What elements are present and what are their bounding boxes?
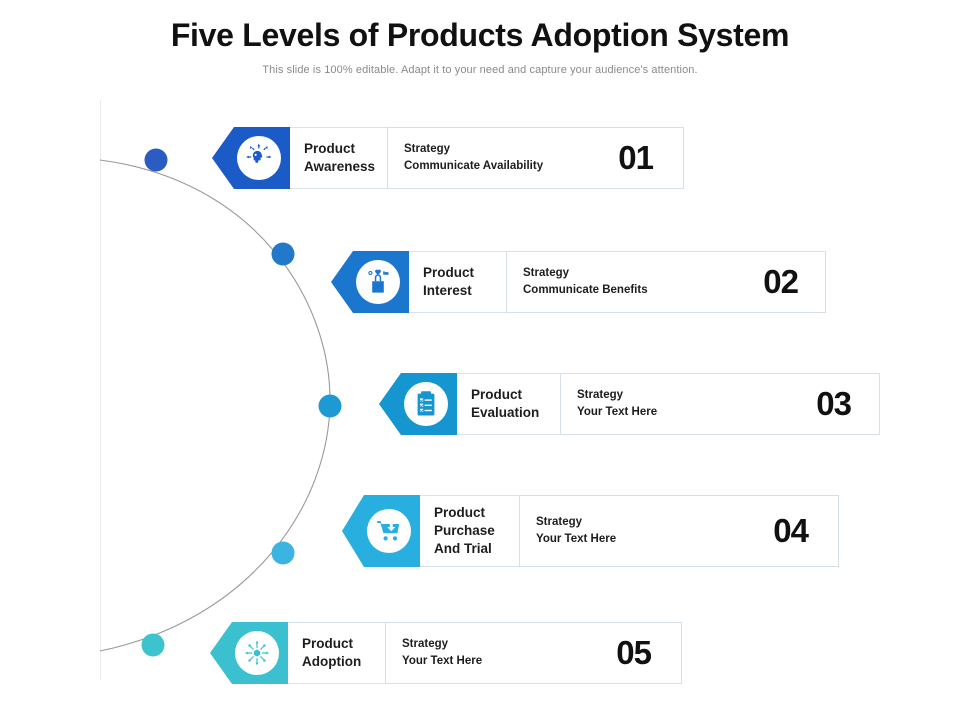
level-icon-badge-1 (212, 127, 290, 189)
arc-dot-5 (141, 633, 165, 657)
level-strategy-box-4: Strategy Your Text Here 04 (519, 495, 839, 567)
strategy-value-4: Your Text Here (536, 533, 617, 545)
page-title: Five Levels of Products Adoption System (170, 17, 790, 53)
left-vertical-rule (100, 100, 101, 680)
level-name-3: Product Evaluation (471, 387, 540, 420)
strategy-text-2: Strategy Communicate Benefits (507, 265, 648, 298)
arc-dot-3 (318, 394, 342, 418)
level-row-4[interactable]: Product Purchase And Trial Strategy Your… (342, 495, 839, 567)
arc-dot-2 (271, 242, 295, 266)
level-row-3[interactable]: Product Evaluation Strategy Your Text He… (379, 373, 880, 435)
strategy-text-4: Strategy Your Text Here (520, 514, 616, 547)
level-number-1: 01 (618, 139, 654, 176)
level-row-1[interactable]: Product Awareness Strategy Communicate A… (212, 127, 684, 189)
slide-header: Five Levels of Products Adoption System … (0, 0, 960, 76)
page-subtitle: This slide is 100% editable. Adapt it to… (262, 64, 698, 77)
strategy-value-3: Your Text Here (577, 406, 658, 418)
level-strategy-box-3: Strategy Your Text Here 03 (560, 373, 880, 435)
shopping-bag-heart-icon (368, 269, 389, 293)
level-row-5[interactable]: Product Adoption Strategy Your Text Here… (210, 622, 682, 684)
level-strategy-box-5: Strategy Your Text Here 05 (385, 622, 682, 684)
strategy-value-2: Communicate Benefits (523, 284, 648, 296)
level-number-5: 05 (616, 634, 652, 671)
strategy-text-3: Strategy Your Text Here (561, 387, 657, 420)
clipboard-checklist-icon (417, 391, 435, 416)
shopping-cart-download-icon (377, 521, 400, 541)
icon-disc-2 (356, 260, 400, 304)
level-name-box-3: Product Evaluation (457, 373, 561, 435)
strategy-label-3: Strategy (577, 389, 624, 402)
strategy-label-4: Strategy (536, 516, 583, 529)
level-name-box-4: Product Purchase And Trial (420, 495, 520, 567)
arc-dot-4 (271, 541, 295, 565)
icon-disc-5 (235, 631, 279, 675)
icon-disc-1 (237, 136, 281, 180)
level-icon-badge-3 (379, 373, 457, 435)
strategy-label-2: Strategy (523, 267, 570, 280)
level-icon-badge-5 (210, 622, 288, 684)
level-number-4: 04 (773, 512, 809, 549)
level-row-2[interactable]: Product Interest Strategy Communicate Be… (331, 251, 826, 313)
level-name-4: Product Purchase And Trial (434, 505, 495, 556)
level-name-5: Product Adoption (302, 636, 362, 669)
level-name-box-2: Product Interest (409, 251, 507, 313)
level-number-3: 03 (816, 385, 852, 422)
level-name-box-5: Product Adoption (288, 622, 386, 684)
level-strategy-box-2: Strategy Communicate Benefits 02 (506, 251, 826, 313)
icon-disc-4 (367, 509, 411, 553)
head-idea-arrows-icon (246, 143, 272, 163)
strategy-value-1: Communicate Availability (404, 160, 544, 172)
level-number-2: 02 (763, 263, 799, 300)
strategy-value-5: Your Text Here (402, 655, 483, 667)
arc-dot-1 (144, 148, 168, 172)
level-icon-badge-4 (342, 495, 420, 567)
level-name-box-1: Product Awareness (290, 127, 388, 189)
strategy-label-1: Strategy (404, 143, 451, 156)
strategy-text-5: Strategy Your Text Here (386, 636, 482, 669)
icon-disc-3 (404, 382, 448, 426)
arc-path (99, 159, 331, 652)
hub-radiating-arrows-icon (245, 640, 269, 666)
strategy-label-5: Strategy (402, 638, 449, 651)
level-name-2: Product Interest (423, 265, 475, 298)
strategy-text-1: Strategy Communicate Availability (388, 141, 543, 174)
level-icon-badge-2 (331, 251, 409, 313)
level-name-1: Product Awareness (304, 141, 376, 174)
level-strategy-box-1: Strategy Communicate Availability 01 (387, 127, 684, 189)
